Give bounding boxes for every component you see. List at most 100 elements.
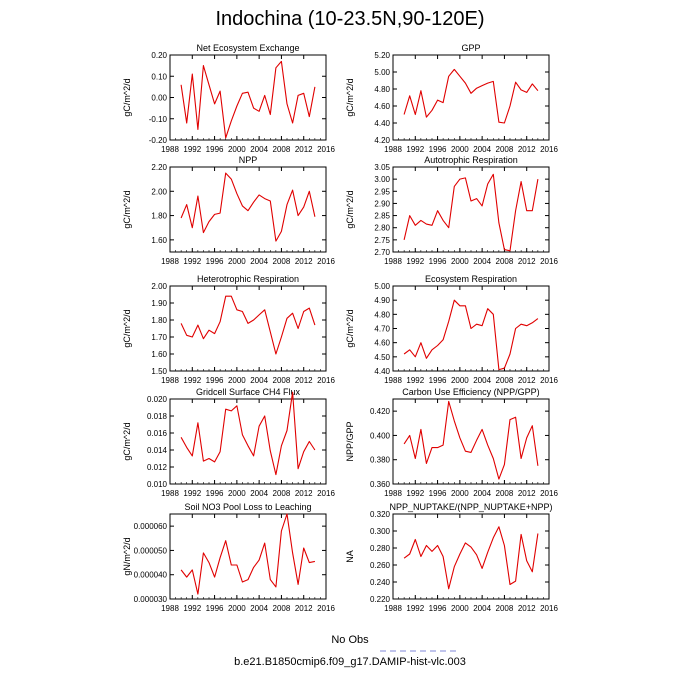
x-tick-label: 2012 (518, 145, 536, 154)
y-tick-label: 3.00 (374, 175, 390, 184)
x-tick-label: 2004 (250, 145, 268, 154)
x-tick-label: 2012 (518, 376, 536, 385)
y-axis-label: NPP/GPP (345, 421, 355, 461)
y-axis-label: gC/m^2/d (122, 422, 132, 460)
y-tick-label: 0.020 (147, 395, 168, 404)
x-tick-label: 2016 (540, 604, 558, 613)
y-tick-label: 1.60 (151, 236, 167, 245)
x-tick-label: 1992 (406, 376, 424, 385)
y-tick-label: 4.40 (374, 367, 390, 376)
y-tick-label: 0.10 (151, 72, 167, 81)
y-tick-label: 1.60 (151, 350, 167, 359)
series-line-model (180, 513, 316, 595)
y-tick-label: 4.20 (374, 136, 390, 145)
series-line-model (180, 391, 316, 476)
y-tick-label: 4.60 (374, 339, 390, 348)
y-tick-label: 2.90 (374, 199, 390, 208)
x-tick-label: 2000 (451, 604, 469, 613)
x-tick-label: 1992 (406, 604, 424, 613)
y-tick-label: 0.420 (370, 407, 391, 416)
plot-frame (392, 166, 550, 253)
y-tick-label: 2.75 (374, 236, 390, 245)
x-tick-label: 2004 (250, 376, 268, 385)
y-tick-label: 2.70 (374, 248, 390, 257)
x-tick-label: 1988 (384, 604, 402, 613)
y-tick-label: 0.000040 (134, 571, 168, 580)
y-tick-label: 0.000050 (134, 546, 168, 555)
x-tick-label: 2008 (496, 376, 514, 385)
x-tick-label: 2008 (273, 604, 291, 613)
y-tick-label: -0.10 (149, 115, 168, 124)
y-tick-label: 1.80 (151, 212, 167, 221)
x-tick-label: 2008 (496, 604, 514, 613)
x-tick-label: 2016 (317, 604, 335, 613)
y-tick-label: 3.05 (374, 163, 390, 172)
chart-title: Soil NO3 Pool Loss to Leaching (184, 502, 311, 512)
x-tick-label: 2008 (496, 257, 514, 266)
y-tick-label: 0.220 (370, 595, 391, 604)
x-tick-label: 1992 (406, 257, 424, 266)
chart-title: Heterotrophic Respiration (197, 274, 299, 284)
x-tick-label: 2004 (250, 257, 268, 266)
y-tick-label: 0.280 (370, 544, 391, 553)
y-tick-label: 4.40 (374, 119, 390, 128)
y-tick-label: 0.014 (147, 446, 168, 455)
y-axis-label: NA (345, 550, 355, 563)
x-tick-label: 2004 (473, 376, 491, 385)
x-tick-label: 1992 (183, 376, 201, 385)
x-tick-label: 1992 (183, 145, 201, 154)
chart-title: NPP_NUPTAKE/(NPP_NUPTAKE+NPP) (390, 502, 553, 512)
x-tick-label: 2004 (473, 604, 491, 613)
plot-frame (169, 285, 327, 372)
x-tick-label: 2016 (540, 257, 558, 266)
x-tick-label: 1996 (206, 145, 224, 154)
x-tick-label: 2012 (295, 604, 313, 613)
chart-title: GPP (461, 43, 480, 53)
x-tick-label: 2000 (451, 145, 469, 154)
x-tick-label: 2008 (273, 489, 291, 498)
x-tick-label: 1996 (429, 604, 447, 613)
x-tick-label: 2004 (473, 489, 491, 498)
y-tick-label: 2.95 (374, 187, 390, 196)
x-tick-label: 2000 (228, 489, 246, 498)
x-tick-label: 2016 (317, 489, 335, 498)
series-line-model (180, 172, 316, 242)
x-tick-label: 1992 (183, 489, 201, 498)
y-tick-label: 1.80 (151, 316, 167, 325)
x-tick-label: 2008 (496, 145, 514, 154)
x-tick-label: 1988 (161, 257, 179, 266)
y-axis-label: gC/m^2/d (122, 190, 132, 228)
y-tick-label: 2.85 (374, 212, 390, 221)
y-tick-label: 0.018 (147, 412, 168, 421)
y-tick-label: 2.00 (151, 187, 167, 196)
y-tick-label: 2.00 (151, 282, 167, 291)
x-tick-label: 2012 (295, 489, 313, 498)
series-line-model (403, 526, 539, 590)
y-axis-label: gC/m^2/d (345, 190, 355, 228)
x-tick-label: 2016 (317, 376, 335, 385)
x-tick-label: 2000 (228, 257, 246, 266)
x-tick-label: 1996 (429, 257, 447, 266)
y-tick-label: 0.300 (370, 527, 391, 536)
y-tick-label: 4.80 (374, 85, 390, 94)
x-tick-label: 2008 (273, 145, 291, 154)
x-tick-label: 2004 (473, 145, 491, 154)
chart-title: Carbon Use Efficiency (NPP/GPP) (402, 387, 539, 397)
series-line-model (403, 68, 539, 124)
x-tick-label: 2016 (540, 145, 558, 154)
x-tick-label: 1996 (206, 257, 224, 266)
x-tick-label: 1988 (384, 145, 402, 154)
series-line-model (180, 60, 316, 139)
y-tick-label: 4.80 (374, 310, 390, 319)
y-tick-label: 5.00 (374, 282, 390, 291)
y-tick-label: 2.20 (151, 163, 167, 172)
y-tick-label: -0.20 (149, 136, 168, 145)
page-title: Indochina (10-23.5N,90-120E) (215, 8, 485, 30)
y-tick-label: 4.60 (374, 102, 390, 111)
y-tick-label: 5.20 (374, 51, 390, 60)
y-tick-label: 0.360 (370, 480, 391, 489)
y-axis-label: gC/m^2/d (122, 78, 132, 116)
series-line-model (180, 295, 316, 355)
y-tick-label: 0.260 (370, 561, 391, 570)
